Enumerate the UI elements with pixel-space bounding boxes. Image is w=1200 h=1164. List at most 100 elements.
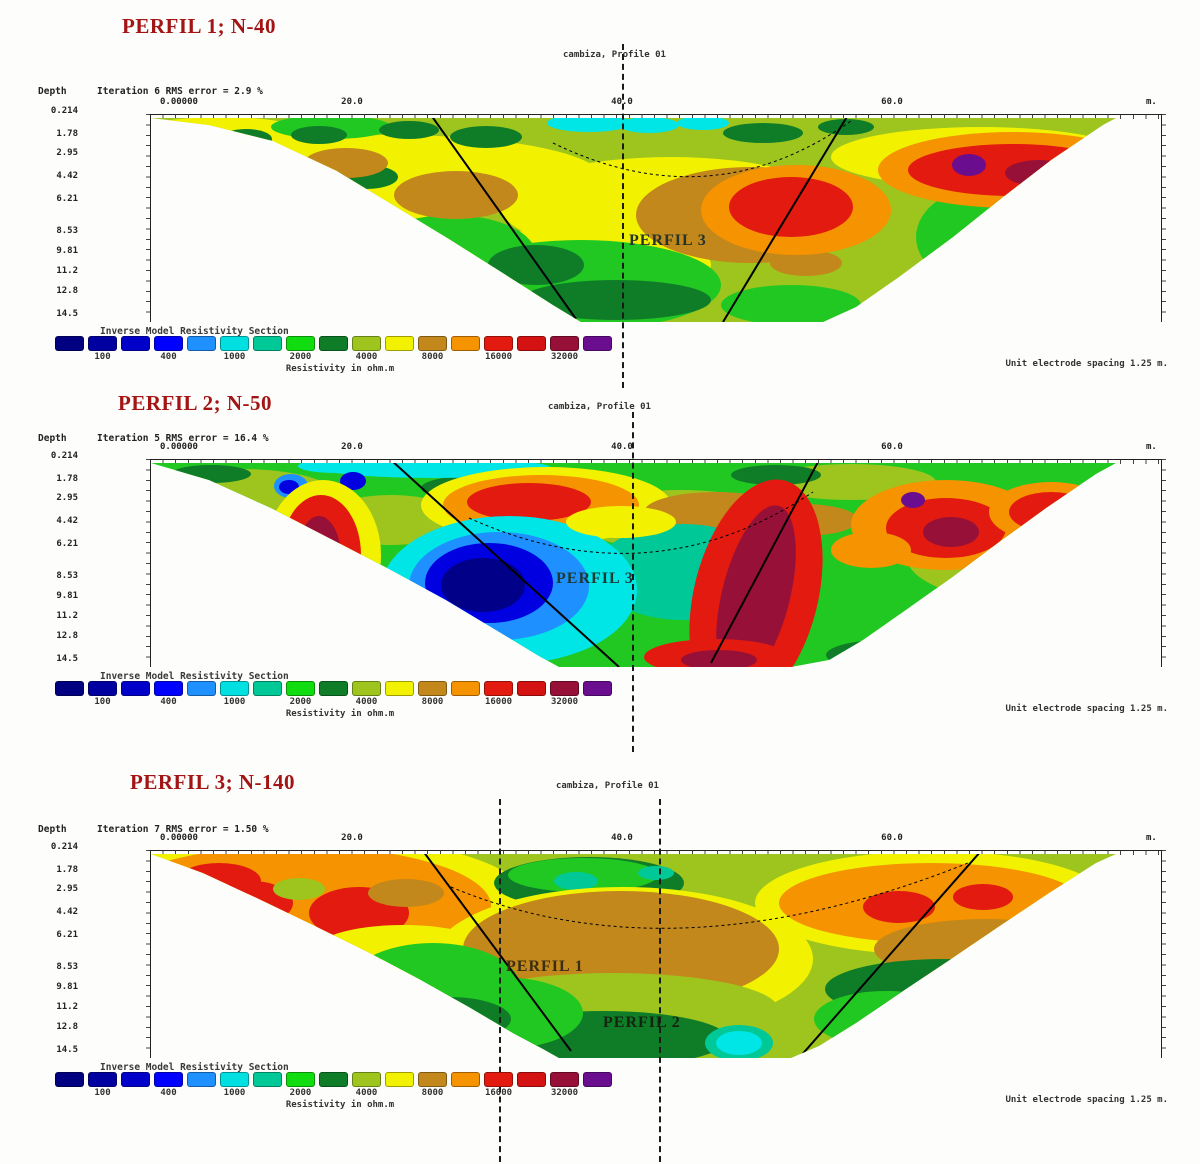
panel-title: PERFIL 3; N-140: [130, 770, 295, 794]
top-axis-ticks: [150, 851, 1162, 855]
right-axis-line: [1161, 114, 1162, 322]
top-axis-line: [150, 114, 1162, 115]
legend-value-label: 2000: [289, 1088, 312, 1098]
resistivity-section-1: PERFIL 3: [151, 118, 1116, 322]
legend-value-label: 100: [94, 697, 111, 707]
depth-tick-label: 0.214: [50, 106, 78, 116]
legend-value-label: 1000: [223, 1088, 246, 1098]
legend-swatch: [55, 1072, 84, 1087]
legend-value-label: 8000: [421, 697, 444, 707]
legend-value-label: 32000: [550, 1088, 579, 1098]
depth-tick-label: 12.8: [56, 286, 78, 296]
x-origin-label: 0.00000: [160, 442, 198, 452]
legend-swatch: [253, 1072, 282, 1087]
legend-value-label: 4000: [355, 1088, 378, 1098]
x-tick-label: 20.0: [341, 97, 363, 107]
legend-swatch: [220, 681, 249, 696]
panel-perfil-1: PERFIL 1; N-40 cambiza, Profile 01 Depth…: [0, 0, 1200, 392]
depth-tick-label: 1.78: [56, 129, 78, 139]
depth-tick-labels: 0.214 1.78 2.95 4.42 6.21 8.53 9.81 11.2 12.8 14.…: [20, 345, 78, 675]
left-axis-line: [150, 114, 151, 322]
legend-swatch: [253, 336, 282, 351]
legend-swatch: [154, 336, 183, 351]
legend-swatch: [484, 1072, 513, 1087]
depth-tick-label: 11.2: [56, 1002, 78, 1012]
x-tick-label: 60.0: [881, 833, 903, 843]
legend-swatch: [121, 336, 150, 351]
x-unit-label: m.: [1146, 442, 1157, 452]
legend-swatch: [451, 336, 480, 351]
legend-swatch: [550, 681, 579, 696]
legend-swatch: [286, 681, 315, 696]
legend-swatch: [418, 681, 447, 696]
legend-swatch: [88, 1072, 117, 1087]
legend-unit: Resistivity in ohm.m: [285, 364, 395, 374]
x-tick-label: 20.0: [341, 442, 363, 452]
depth-tick-label: 9.81: [56, 982, 78, 992]
depth-tick-label: 2.95: [56, 884, 78, 894]
crossing-profile-dashed-line: [499, 799, 501, 1162]
legend-unit: Resistivity in ohm.m: [285, 709, 395, 719]
legend-swatch: [319, 336, 348, 351]
legend-value-label: 16000: [484, 697, 513, 707]
left-axis-line: [150, 459, 151, 667]
legend-swatch: [187, 336, 216, 351]
legend-swatch: [418, 336, 447, 351]
depth-axis-title: Depth: [38, 824, 67, 835]
right-axis-ticks: [1162, 114, 1166, 322]
x-origin-label: 0.00000: [160, 97, 198, 107]
legend-unit: Resistivity in ohm.m: [285, 1100, 395, 1110]
left-axis-ticks: [146, 114, 150, 322]
x-tick-labels: 20.0 40.0 60.0: [0, 442, 1200, 454]
depth-tick-label: 4.42: [56, 516, 78, 526]
x-tick-label: 20.0: [341, 833, 363, 843]
legend-swatch: [319, 681, 348, 696]
legend-swatch: [517, 681, 546, 696]
iteration-rms-text: Iteration 5 RMS error = 16.4 %: [97, 433, 269, 444]
legend-swatch: [220, 1072, 249, 1087]
x-tick-label: 40.0: [611, 833, 633, 843]
legend-value-label: 400: [160, 1088, 177, 1098]
panel-perfil-2: PERFIL 2; N-50 cambiza, Profile 01 Depth…: [0, 345, 1200, 752]
panel-title: PERFIL 1; N-40: [122, 14, 276, 38]
legend-title: Inverse Model Resistivity Section: [100, 671, 289, 682]
top-axis-line: [150, 459, 1162, 460]
legend-swatch: [154, 1072, 183, 1087]
depth-tick-label: 6.21: [56, 930, 78, 940]
legend-swatch: [88, 336, 117, 351]
depth-tick-label: 9.81: [56, 246, 78, 256]
depth-tick-label: 1.78: [56, 865, 78, 875]
legend-value-label: 2000: [289, 697, 312, 707]
legend-swatch: [583, 681, 612, 696]
legend-swatch: [352, 1072, 381, 1087]
legend-value-label: 1000: [223, 352, 246, 362]
depth-tick-label: 6.21: [56, 194, 78, 204]
crossing-profile-dashed-line: [622, 44, 624, 388]
electrode-spacing-note: Unit electrode spacing 1.25 m.: [1005, 1095, 1168, 1105]
legend-swatch: [385, 1072, 414, 1087]
x-tick-labels: 20.0 40.0 60.0: [0, 97, 1200, 109]
depth-tick-label: 14.5: [56, 309, 78, 319]
legend-swatch: [55, 681, 84, 696]
legend-value-label: 400: [160, 352, 177, 362]
depth-axis-title: Depth: [38, 433, 67, 444]
depth-tick-label: 0.214: [50, 451, 78, 461]
legend-value-label: 16000: [484, 1088, 513, 1098]
legend-swatch: [418, 1072, 447, 1087]
legend-title: Inverse Model Resistivity Section: [100, 326, 289, 337]
legend-value-label: 2000: [289, 352, 312, 362]
legend-swatch: [319, 1072, 348, 1087]
section-annotation: PERFIL 1: [506, 958, 584, 975]
iteration-rms-text: Iteration 6 RMS error = 2.9 %: [97, 86, 263, 97]
legend-value-label: 100: [94, 1088, 111, 1098]
site-label: cambiza, Profile 01: [563, 50, 666, 60]
legend-swatch: [385, 336, 414, 351]
legend-swatch: [121, 1072, 150, 1087]
legend-swatch: [220, 336, 249, 351]
legend-values: 100 400 1000 2000 4000 8000 16000 32000: [0, 1088, 700, 1100]
legend-swatch: [484, 336, 513, 351]
legend-swatch: [385, 681, 414, 696]
legend-value-label: 32000: [550, 697, 579, 707]
x-tick-label: 60.0: [881, 442, 903, 452]
